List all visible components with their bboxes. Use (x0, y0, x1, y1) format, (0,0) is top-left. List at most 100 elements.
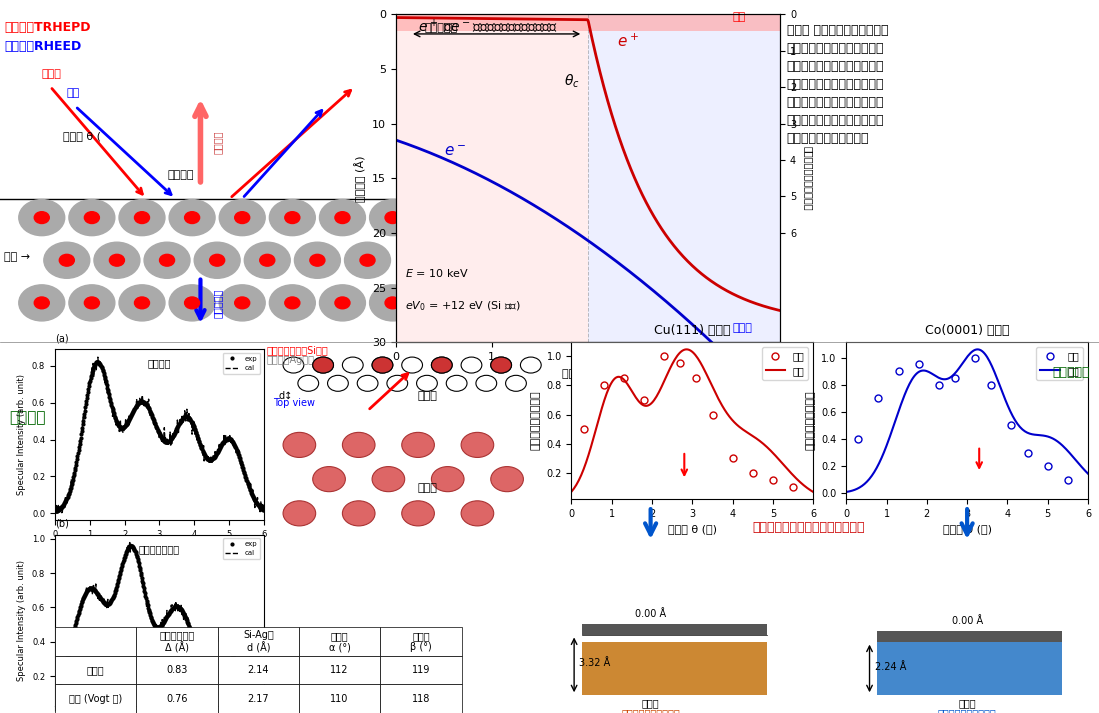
$e^-$ (571, 230, 585, 238)
Circle shape (110, 255, 124, 266)
Line: exp: exp (54, 544, 265, 695)
Circle shape (284, 432, 315, 458)
Title: Co(0001) 表面上: Co(0001) 表面上 (925, 324, 1009, 337)
Circle shape (387, 375, 408, 391)
Text: グラフェン: グラフェン (1053, 366, 1090, 379)
exp (200, 645, 213, 654)
exp (48, 689, 62, 698)
Circle shape (144, 242, 190, 278)
$e^-$ (765, 397, 778, 406)
Text: 回し戻し: 回し戻し (213, 130, 223, 154)
Text: 2.24 Å: 2.24 Å (875, 662, 907, 672)
実験 (948, 374, 962, 382)
$e^-$ (618, 263, 631, 272)
Bar (582, 624, 767, 635)
Text: d↕: d↕ (279, 391, 292, 401)
$e^+$ (597, 82, 610, 91)
実験 (1004, 421, 1018, 430)
Circle shape (476, 375, 497, 391)
Circle shape (195, 242, 241, 278)
Text: 結晶表面: 結晶表面 (167, 170, 193, 180)
Circle shape (134, 297, 149, 309)
Text: 視射角 θ (: 視射角 θ ( (63, 131, 101, 141)
計算 (970, 345, 984, 354)
$e^+$ (571, 16, 585, 24)
$e^+$ (618, 148, 631, 157)
Legend: exp, cal: exp, cal (223, 353, 260, 374)
計算 (1062, 448, 1075, 456)
実験 (726, 454, 740, 463)
計算 (885, 429, 898, 437)
$e^+$ (704, 277, 718, 285)
Circle shape (373, 466, 404, 492)
Circle shape (244, 242, 290, 278)
Circle shape (446, 375, 467, 391)
Circle shape (417, 375, 437, 391)
X-axis label: 視射角 θ (度): 視射角 θ (度) (943, 524, 991, 534)
Line: exp: exp (54, 361, 265, 513)
Text: バルク: バルク (732, 323, 752, 333)
計算 (807, 488, 820, 496)
Line: 計算: 計算 (571, 349, 813, 492)
cal (200, 645, 213, 653)
Circle shape (119, 285, 165, 321)
計算 (796, 480, 809, 488)
実験 (657, 352, 670, 361)
exp (124, 541, 137, 550)
Circle shape (69, 285, 115, 321)
Text: $E$ = 10 keV: $E$ = 10 keV (406, 267, 469, 279)
計算 (787, 472, 800, 481)
Text: 上面図: 上面図 (417, 483, 437, 493)
Text: (b): (b) (55, 518, 69, 528)
Circle shape (19, 285, 65, 321)
Circle shape (169, 285, 215, 321)
Line: 計算: 計算 (846, 349, 1088, 492)
Text: 基板との弱い相互作用: 基板との弱い相互作用 (621, 709, 680, 713)
exp (201, 454, 214, 463)
exp (48, 507, 62, 515)
Title: Cu(111) 表面上: Cu(111) 表面上 (654, 324, 731, 337)
Circle shape (313, 357, 333, 373)
Circle shape (373, 357, 392, 373)
実験 (1021, 448, 1034, 457)
実験 (766, 476, 779, 484)
Circle shape (19, 200, 65, 235)
Text: 陽電子: 陽電子 (42, 68, 62, 78)
Circle shape (185, 212, 200, 223)
Circle shape (521, 357, 541, 373)
Text: シリセン: シリセン (9, 410, 46, 425)
Circle shape (491, 357, 511, 373)
Circle shape (369, 285, 415, 321)
Circle shape (44, 242, 90, 278)
Circle shape (343, 432, 375, 458)
exp (257, 506, 270, 514)
実験 (618, 374, 631, 382)
exp (116, 423, 130, 431)
計算 (565, 487, 578, 496)
exp (132, 557, 145, 565)
実験 (1041, 462, 1054, 471)
X-axis label: Glancing angle (deg): Glancing angle (deg) (115, 545, 203, 554)
実験 (674, 359, 687, 368)
Circle shape (369, 200, 415, 235)
Line: 実験: 実験 (580, 353, 797, 491)
Text: $e^+$ と$e^-$の侵入深さ（モデル計算）: $e^+$ と$e^-$の侵入深さ（モデル計算） (418, 18, 557, 36)
Circle shape (506, 375, 526, 391)
Text: 0.00 Å: 0.00 Å (952, 616, 983, 626)
Circle shape (310, 255, 325, 266)
実験 (597, 381, 610, 389)
Y-axis label: Specular Intensity (arb. unit): Specular Intensity (arb. unit) (18, 374, 26, 496)
実験 (968, 353, 981, 361)
cal (116, 556, 130, 565)
計算 (579, 458, 592, 467)
Circle shape (210, 255, 224, 266)
実験 (690, 374, 703, 382)
Legend: 実験, 計算: 実験, 計算 (762, 347, 809, 380)
cal (201, 642, 214, 650)
exp (91, 358, 104, 366)
実験 (912, 360, 925, 369)
Circle shape (134, 212, 149, 223)
Circle shape (284, 501, 315, 526)
Circle shape (269, 285, 315, 321)
Y-axis label: 反射率（任意単位）: 反射率（任意単位） (806, 391, 815, 451)
